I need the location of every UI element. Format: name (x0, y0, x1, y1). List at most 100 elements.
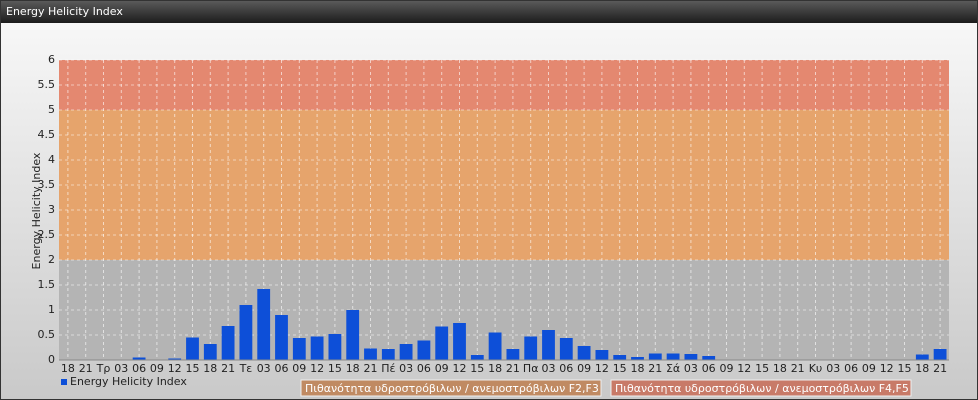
bar (506, 349, 520, 360)
x-tick-label: 03 (826, 362, 840, 375)
x-tick-label: 09 (292, 362, 306, 375)
bar (595, 350, 609, 360)
x-tick-label: 15 (755, 362, 769, 375)
x-tick-label: 15 (898, 362, 912, 375)
x-tick-label: 03 (257, 362, 271, 375)
bar (168, 358, 182, 360)
x-tick-label: 15 (613, 362, 627, 375)
x-tick-label: 21 (648, 362, 662, 375)
x-tick-label: 09 (720, 362, 734, 375)
x-tick-label: Πέ (381, 362, 395, 375)
x-tick-label: Πα (523, 362, 539, 375)
x-tick-label: 09 (435, 362, 449, 375)
bar (613, 355, 627, 360)
y-tick-label: 5 (48, 103, 55, 116)
x-tick-label: 18 (631, 362, 645, 375)
bar (275, 315, 288, 360)
y-tick-label: 6 (48, 53, 55, 66)
x-tick-label: 12 (880, 362, 894, 375)
bar (221, 326, 235, 360)
x-tick-label: 21 (79, 362, 93, 375)
x-tick-label: 18 (773, 362, 787, 375)
bar (239, 305, 253, 360)
bar (417, 340, 431, 360)
x-tick-label: 15 (328, 362, 342, 375)
bar (702, 356, 716, 360)
bar (399, 344, 413, 360)
band-label-box (610, 379, 912, 397)
band-label: Πιθανότητα υδροστρόβιλων / ανεμοστρόβιλω… (615, 382, 909, 395)
bar (186, 337, 199, 360)
band-label-box (300, 379, 602, 397)
bar (203, 344, 217, 360)
y-tick-label: 4.5 (38, 128, 56, 141)
legend-swatch (61, 379, 67, 385)
bar (542, 330, 555, 360)
x-tick-label: 15 (186, 362, 200, 375)
legend-label: Energy Helicity Index (70, 375, 187, 388)
bar (328, 334, 342, 360)
bar (631, 357, 644, 360)
bar (488, 332, 502, 360)
x-tick-label: 21 (791, 362, 805, 375)
x-tick-label: 21 (933, 362, 947, 375)
y-tick-label: 1.5 (38, 278, 56, 291)
y-tick-label: 3.5 (38, 178, 56, 191)
x-tick-label: 21 (364, 362, 378, 375)
y-tick-label: 0.5 (38, 328, 56, 341)
x-tick-label: 18 (203, 362, 217, 375)
x-tick-label: 12 (737, 362, 751, 375)
bar (915, 354, 929, 360)
x-tick-label: 21 (506, 362, 520, 375)
x-tick-label: 18 (61, 362, 75, 375)
bar (684, 354, 698, 360)
x-tick-label: 06 (844, 362, 858, 375)
band-label: Πιθανότητα υδροστρόβιλων / ανεμοστρόβιλω… (305, 382, 599, 395)
x-tick-label: 03 (114, 362, 128, 375)
x-tick-label: 12 (595, 362, 609, 375)
x-tick-label: 06 (275, 362, 289, 375)
y-tick-label: 2.5 (38, 228, 56, 241)
bar (346, 310, 360, 360)
bar (524, 336, 538, 360)
x-tick-label: 12 (310, 362, 324, 375)
bar (364, 348, 377, 360)
x-tick-label: Τρ (96, 362, 111, 375)
x-tick-label: 03 (542, 362, 556, 375)
x-tick-label: 09 (577, 362, 591, 375)
x-tick-label: 21 (221, 362, 235, 375)
bar (292, 338, 306, 360)
y-tick-label: 5.5 (38, 78, 56, 91)
x-tick-label: 06 (559, 362, 573, 375)
x-tick-label: 12 (168, 362, 182, 375)
bar (132, 357, 146, 360)
y-tick-label: 0 (48, 353, 55, 366)
x-tick-label: 09 (862, 362, 876, 375)
bar (577, 346, 591, 360)
x-tick-label: 06 (702, 362, 716, 375)
bar (310, 336, 324, 360)
bar (648, 353, 662, 360)
x-tick-label: 06 (132, 362, 146, 375)
bar (257, 289, 271, 360)
x-tick-label: 03 (684, 362, 698, 375)
y-axis-label: Energy Helicity Index (30, 152, 43, 269)
y-tick-label: 2 (48, 253, 55, 266)
x-tick-label: 09 (150, 362, 164, 375)
window-title: Energy Helicity Index (1, 1, 977, 23)
x-tick-label: 18 (915, 362, 929, 375)
x-tick-label: 18 (488, 362, 502, 375)
y-tick-label: 4 (48, 153, 55, 166)
x-tick-label: Κυ (809, 362, 823, 375)
x-tick-label: 03 (399, 362, 413, 375)
bar (666, 353, 680, 360)
bar (559, 338, 573, 360)
y-tick-label: 1 (48, 303, 55, 316)
x-tick-label: Τε (239, 362, 253, 375)
x-tick-label: Σά (666, 362, 680, 375)
x-tick-label: 15 (470, 362, 484, 375)
bar (933, 349, 947, 360)
x-tick-label: 18 (346, 362, 360, 375)
